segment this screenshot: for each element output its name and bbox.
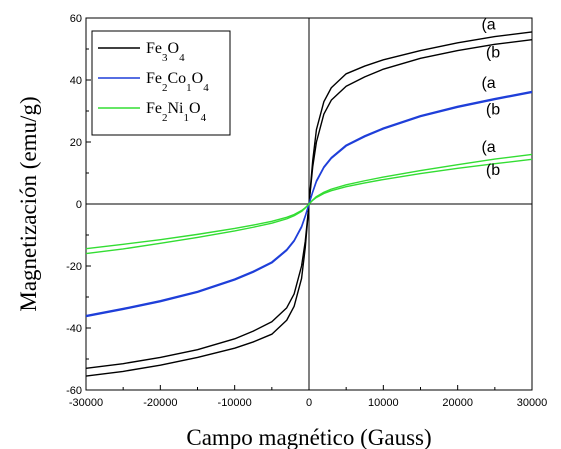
legend-subscript: 2 xyxy=(162,112,168,124)
y-tick-label: 60 xyxy=(70,13,82,25)
curve-annotation: (b xyxy=(486,102,500,119)
y-ticks: -60 -40 -20 0 20 40 60 xyxy=(66,13,91,397)
y-tick-label: 0 xyxy=(76,199,82,211)
y-tick-label: 20 xyxy=(70,137,82,149)
y-tick-label: -20 xyxy=(66,261,82,273)
x-tick-label: -20000 xyxy=(143,397,177,409)
series-line-5 xyxy=(85,158,533,250)
x-tick-label: 30000 xyxy=(517,397,548,409)
legend-text: Fe xyxy=(146,70,162,87)
legend-label: Fe2Co1O4 xyxy=(146,70,209,94)
legend-subscript: 4 xyxy=(179,52,185,64)
x-tick-label: -10000 xyxy=(218,397,252,409)
legend-subscript: 1 xyxy=(184,112,190,124)
legend-label: Fe2Ni1O4 xyxy=(146,100,207,124)
x-tick-label: 0 xyxy=(306,397,312,409)
legend-text: Co xyxy=(168,70,187,87)
x-tick-label: -30000 xyxy=(69,397,103,409)
curve-annotation: (a xyxy=(481,75,495,92)
legend-text: Fe xyxy=(146,100,162,117)
legend-subscript: 3 xyxy=(162,52,168,64)
curve-annotation: (b xyxy=(486,45,500,62)
series-group xyxy=(85,31,533,377)
y-axis-title: Magnetización (emu/g) xyxy=(16,96,41,311)
legend-text: O xyxy=(168,40,180,57)
curve-annotation: (a xyxy=(481,139,495,156)
legend-subscript: 4 xyxy=(201,112,207,124)
x-tick-label: 20000 xyxy=(442,397,473,409)
x-ticks: -30000 -20000 -10000 0 10000 20000 30000 xyxy=(69,385,547,409)
curve-annotation: (a xyxy=(481,16,495,33)
legend-text: O xyxy=(192,70,204,87)
x-axis-title: Campo magnético (Gauss) xyxy=(186,425,431,449)
y-tick-label: 40 xyxy=(70,75,82,87)
legend-text: O xyxy=(189,100,201,117)
x-tick-label: 10000 xyxy=(368,397,399,409)
legend-text: Fe xyxy=(146,40,162,57)
legend-text: Ni xyxy=(168,100,185,117)
legend-label: Fe3O4 xyxy=(146,40,185,64)
curve-annotation: (b xyxy=(486,162,500,179)
annotations: (a (b (a (b (a (b xyxy=(481,16,500,178)
y-tick-label: -60 xyxy=(66,385,82,397)
legend-subscript: 4 xyxy=(203,82,209,94)
y-tick-label: -40 xyxy=(66,323,82,335)
legend-subscript: 2 xyxy=(162,82,168,94)
legend-subscript: 1 xyxy=(186,82,192,94)
